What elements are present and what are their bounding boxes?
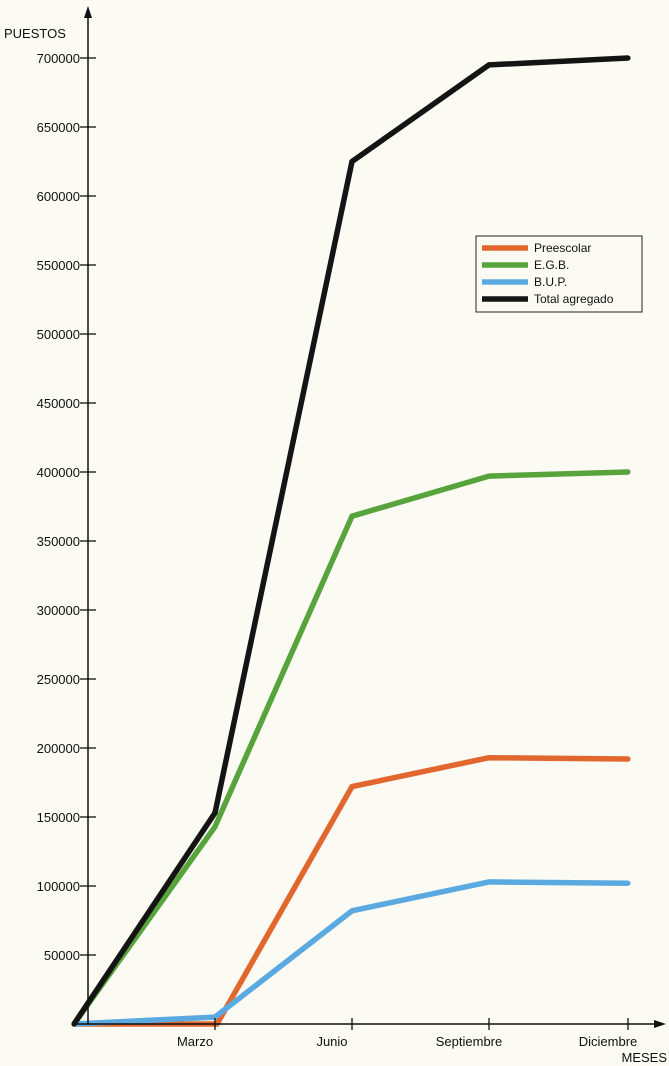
y-tick-label: 400000: [37, 465, 80, 480]
series-line-e-g-b: [71, 469, 629, 1026]
data-point: [486, 62, 492, 68]
y-tick-label: 100000: [37, 879, 80, 894]
x-tick-label: Junio: [316, 1034, 347, 1049]
data-point: [625, 55, 631, 61]
y-tick-label: 450000: [37, 396, 80, 411]
data-point: [486, 879, 492, 885]
y-tick-label: 250000: [37, 672, 80, 687]
y-tick-label: 600000: [37, 189, 80, 204]
data-point: [349, 513, 355, 519]
axes-layer: PUESTOS MESES: [4, 6, 667, 1065]
data-point: [625, 756, 631, 762]
legend-label: E.G.B.: [534, 258, 569, 272]
legend-label: Total agregado: [534, 292, 614, 306]
y-axis-title: PUESTOS: [4, 26, 66, 41]
legend-label: B.U.P.: [534, 275, 567, 289]
x-axis-arrow: [654, 1020, 666, 1028]
data-point: [349, 908, 355, 914]
data-point: [625, 469, 631, 475]
series-line-preescolar: [74, 754, 629, 1027]
series-layer: [71, 55, 631, 1027]
data-point: [349, 784, 355, 790]
data-point: [212, 1014, 218, 1020]
y-tick-label: 150000: [37, 810, 80, 825]
x-axis-title: MESES: [621, 1050, 667, 1065]
legend: Preescolar E.G.B. B.U.P. Total agregado: [475, 235, 643, 313]
series-line-total-agregado: [71, 55, 629, 1026]
data-point: [625, 880, 631, 886]
y-tick-label: 200000: [37, 741, 80, 756]
y-tick-label: 50000: [44, 948, 80, 963]
data-point: [212, 824, 218, 830]
data-point: [349, 158, 355, 165]
ticks-layer: 50000 100000 150000 200000 250000 300000 35000…: [37, 51, 638, 1049]
legend-label: Preescolar: [534, 241, 591, 255]
y-tick-label: 700000: [37, 51, 80, 66]
x-tick-label: Diciembre: [579, 1034, 638, 1049]
x-tick-label: Marzo: [177, 1034, 213, 1049]
y-tick-label: 300000: [37, 603, 80, 618]
data-point: [212, 810, 218, 816]
y-tick-label: 650000: [37, 120, 80, 135]
y-tick-label: 350000: [37, 534, 80, 549]
y-tick-label: 500000: [37, 327, 80, 342]
x-tick-label: Septiembre: [436, 1034, 502, 1049]
data-point: [486, 473, 492, 479]
y-axis-arrow: [84, 6, 92, 18]
data-point: [486, 755, 492, 761]
y-tick-label: 550000: [37, 258, 80, 273]
